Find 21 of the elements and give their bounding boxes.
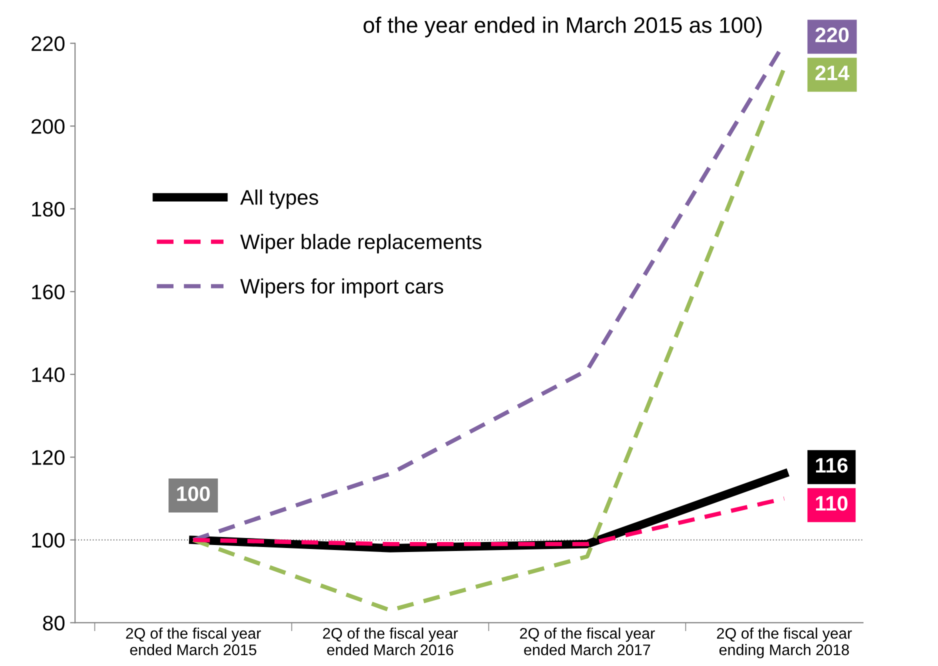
- x-tick-label: 2Q of the fiscal year ended March 2017: [520, 628, 655, 656]
- chart-title: of the year ended in March 2015 as 100): [364, 16, 762, 38]
- y-tick-label: 80: [43, 616, 65, 630]
- y-tick-label: 140: [32, 367, 65, 382]
- data-label: 116: [816, 458, 848, 473]
- y-tick-label: 220: [32, 36, 65, 52]
- legend-label: All types: [240, 190, 318, 209]
- data-label: 110: [816, 496, 848, 511]
- x-tick-label: 2Q of the fiscal year ended March 2016: [323, 628, 458, 656]
- annotation: 100: [177, 486, 210, 502]
- y-tick-label: 160: [32, 284, 65, 300]
- y-tick-label: 100: [32, 532, 65, 548]
- data-label: 214: [815, 66, 850, 80]
- legend-label: Wiper blade replacements: [240, 234, 482, 254]
- y-tick-label: 200: [32, 119, 65, 134]
- legend-label: Wipers for import cars: [240, 278, 444, 298]
- x-tick-label: 2Q of the fiscal year ended March 2015: [126, 628, 261, 656]
- x-tick-label: 2Q of the fiscal year ending March 2018: [717, 628, 852, 658]
- y-tick-label: 180: [32, 202, 65, 217]
- data-label: 220: [815, 28, 849, 42]
- y-tick-label: 120: [32, 450, 65, 465]
